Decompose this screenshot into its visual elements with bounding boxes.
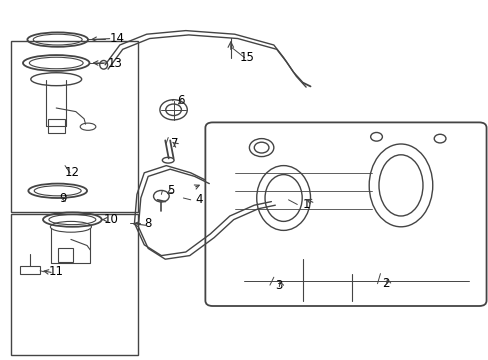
FancyBboxPatch shape: [205, 122, 486, 306]
Text: 8: 8: [144, 217, 152, 230]
Text: 2: 2: [382, 277, 389, 290]
Text: 1: 1: [302, 198, 309, 211]
Bar: [58, 248, 73, 262]
Bar: [11, 214, 138, 355]
Text: 15: 15: [239, 51, 254, 64]
Text: 5: 5: [167, 184, 174, 197]
Text: 11: 11: [49, 265, 64, 278]
Text: 7: 7: [171, 137, 178, 150]
Bar: [20, 266, 40, 274]
Text: 9: 9: [60, 192, 67, 205]
Text: 6: 6: [177, 94, 184, 107]
Bar: [48, 119, 64, 133]
Text: 4: 4: [195, 193, 203, 206]
Text: 12: 12: [65, 166, 80, 179]
Text: 14: 14: [110, 32, 125, 45]
Text: 10: 10: [103, 213, 118, 226]
Text: 3: 3: [274, 279, 282, 292]
Text: 13: 13: [107, 57, 122, 69]
Bar: [11, 41, 138, 212]
